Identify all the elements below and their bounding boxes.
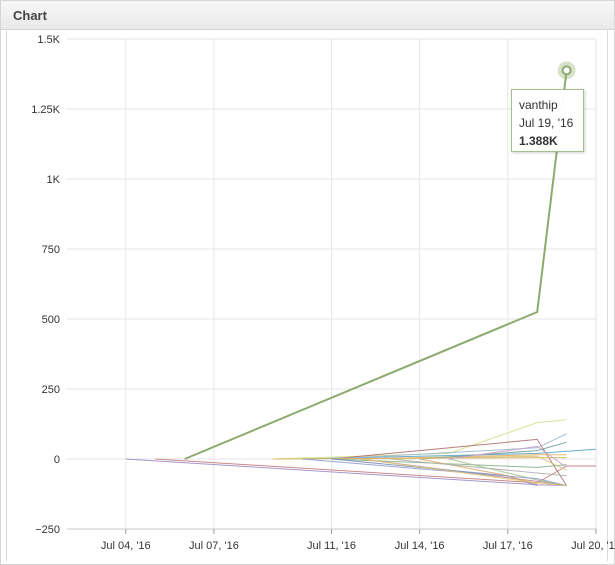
series-line bbox=[272, 457, 567, 460]
panel-title: Chart bbox=[13, 8, 47, 23]
series-line bbox=[331, 438, 568, 486]
series-line bbox=[155, 458, 596, 484]
x-tick-label: Jul 11, '16 bbox=[307, 540, 356, 552]
x-tick-label: Jul 17, '16 bbox=[483, 540, 533, 552]
series-line bbox=[390, 458, 567, 477]
series-line bbox=[419, 441, 567, 460]
x-tick-label: Jul 07, '16 bbox=[189, 540, 239, 552]
x-tick-label: Jul 04, '16 bbox=[101, 540, 151, 552]
x-tick-label: Jul 14, '16 bbox=[395, 540, 445, 552]
plot-frame bbox=[6, 29, 608, 561]
series-line bbox=[390, 455, 567, 471]
x-tick-label: Jul 20, '16 bbox=[571, 540, 615, 552]
series-line bbox=[331, 433, 567, 460]
series-line bbox=[360, 458, 567, 487]
tooltip-value: 1.388K bbox=[519, 134, 558, 148]
panel-header: Chart bbox=[1, 1, 614, 30]
tooltip-date: Jul 19, '16 bbox=[519, 116, 574, 130]
series-line bbox=[449, 445, 567, 468]
y-tick-label: 1K bbox=[47, 174, 61, 186]
chart-tooltip: vanthip Jul 19, '16 1.388K bbox=[511, 89, 584, 152]
series-line bbox=[302, 458, 567, 487]
series-line bbox=[184, 70, 568, 460]
y-tick-label: 500 bbox=[42, 314, 60, 326]
y-tick-label: 750 bbox=[42, 244, 60, 256]
y-tick-label: −250 bbox=[35, 524, 60, 536]
series-line bbox=[360, 454, 567, 460]
hover-point bbox=[561, 65, 572, 76]
y-tick-label: 0 bbox=[54, 454, 60, 466]
series-line bbox=[125, 458, 567, 487]
y-tick-label: 1.25K bbox=[31, 104, 60, 116]
y-tick-label: 1.5K bbox=[37, 34, 60, 46]
series-line bbox=[302, 448, 597, 460]
tooltip-series: vanthip bbox=[519, 98, 558, 112]
y-tick-label: 250 bbox=[42, 384, 60, 396]
